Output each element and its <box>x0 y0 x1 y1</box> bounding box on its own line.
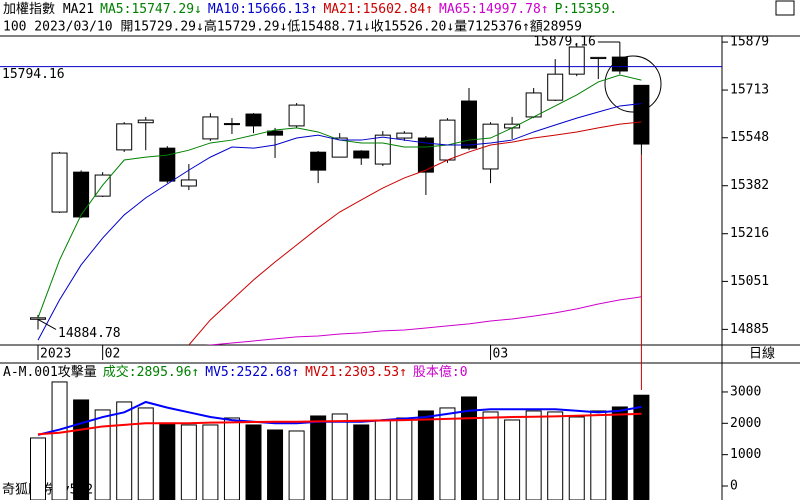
volume-bar <box>267 429 284 500</box>
y-tick-label: 15879 <box>730 35 769 50</box>
legend-item: 加權指數 MA21 <box>3 2 94 17</box>
legend-item: P:15359. <box>555 2 618 17</box>
y-tick-label: 3000 <box>730 384 761 399</box>
candle-body <box>353 150 370 159</box>
volume-bar <box>51 381 68 500</box>
y-tick-label: 15216 <box>730 226 769 241</box>
indicator-line <box>37 103 642 341</box>
x-tick-label: 03 <box>493 347 509 362</box>
legend-item: MV5:2522.68↑ <box>205 365 299 380</box>
candle-body <box>461 100 477 149</box>
x-tick-label: 02 <box>105 347 121 362</box>
y-tick-label: 14885 <box>730 322 769 337</box>
volume-bar <box>331 413 348 500</box>
volume-bar <box>353 424 370 500</box>
volume-bar <box>202 424 219 500</box>
volume-bar <box>116 401 133 500</box>
volume-bar <box>482 411 499 500</box>
price-plot <box>30 42 650 345</box>
y-tick-label: 15713 <box>730 83 769 98</box>
volume-bar <box>633 394 650 500</box>
indicator-line <box>188 121 642 345</box>
volume-bar <box>439 407 456 500</box>
legend-item: MA5:15747.29↓ <box>100 2 202 17</box>
candle-body <box>159 147 176 182</box>
y-tick-label: 2000 <box>730 416 761 431</box>
max-label: 15879.16 <box>533 35 596 50</box>
volume-plot <box>30 381 650 500</box>
volume-bar <box>611 406 628 500</box>
candle-body <box>396 132 413 139</box>
candle-body <box>611 56 628 72</box>
candle-body <box>633 84 650 145</box>
candle-body <box>482 123 499 170</box>
volume-bar <box>396 417 413 500</box>
candle-body <box>30 317 46 320</box>
candle-body <box>245 113 262 127</box>
candle-body <box>547 73 564 101</box>
candle-body <box>525 92 542 118</box>
volume-bar <box>73 399 90 500</box>
min-pointer <box>37 319 57 330</box>
legend-item: MV21:2303.53↑ <box>305 365 407 380</box>
candle-body <box>288 104 305 127</box>
candle-body <box>590 56 607 60</box>
volume-bar <box>223 417 240 500</box>
candle-body <box>439 119 456 161</box>
candle-body <box>310 151 327 171</box>
candle-body <box>331 137 348 158</box>
candle-body <box>180 179 197 187</box>
volume-bar <box>547 411 564 500</box>
volume-bar <box>461 396 477 500</box>
x-tick-label: 2023 <box>40 347 71 362</box>
candle-body <box>51 152 68 213</box>
candle-body <box>116 123 133 151</box>
volume-bar <box>590 410 607 500</box>
y-tick-label: 1000 <box>730 447 761 462</box>
volume-bar <box>374 419 391 500</box>
volume-bar <box>137 407 154 500</box>
volume-bar <box>180 424 197 500</box>
candle-body <box>73 171 90 218</box>
period-label[interactable]: 日線 <box>749 346 775 362</box>
y-tick-label: 0 <box>730 479 738 494</box>
candle-body <box>374 134 391 165</box>
y-tick-label: 15548 <box>730 130 769 145</box>
volume-bar <box>568 416 585 500</box>
legend-item: MA65:14997.78↑ <box>439 2 549 17</box>
candle-body <box>223 123 240 126</box>
volume-bar <box>94 409 111 500</box>
quote-info: 100 2023/03/10 開15729.29↓高15729.29↓低1548… <box>3 19 582 35</box>
volume-bar <box>417 410 434 500</box>
volume-bar <box>504 419 521 500</box>
legend-item: MA21:15602.84↑ <box>323 2 433 17</box>
volume-bar <box>288 430 305 500</box>
reference-label: 15794.16 <box>2 67 65 82</box>
volume-bar <box>525 410 542 500</box>
volume-bar <box>310 415 327 500</box>
window-button[interactable] <box>775 0 795 16</box>
legend-item: 成交:2895.96↑ <box>103 364 199 380</box>
volume-bar <box>245 424 262 500</box>
y-tick-label: 15382 <box>730 178 769 193</box>
candle-body <box>137 119 154 124</box>
volume-legend: A-M.001攻擊量 成交:2895.96↑ MV5:2522.68↑ MV21:23… <box>3 364 468 380</box>
candle-body <box>267 130 284 136</box>
indicator-line <box>205 296 642 345</box>
price-legend: 加權指數 MA21 MA5:15747.29↓ MA10:15666.13↑ MA21… <box>3 2 617 17</box>
legend-item: 股本億:0 <box>413 364 468 380</box>
candle-body <box>202 116 219 140</box>
candle-body <box>568 46 585 75</box>
y-tick-label: 15051 <box>730 274 769 289</box>
indicator-line <box>37 412 642 436</box>
volume-bar <box>30 437 46 500</box>
volume-bar <box>159 422 176 500</box>
legend-item: MA10:15666.13↑ <box>208 2 318 17</box>
min-label: 14884.78 <box>58 326 121 341</box>
highlight-circle <box>604 55 662 113</box>
footer: 奇狐勝券 v5.2 <box>2 482 93 498</box>
legend-item: A-M.001攻擊量 <box>3 364 97 380</box>
